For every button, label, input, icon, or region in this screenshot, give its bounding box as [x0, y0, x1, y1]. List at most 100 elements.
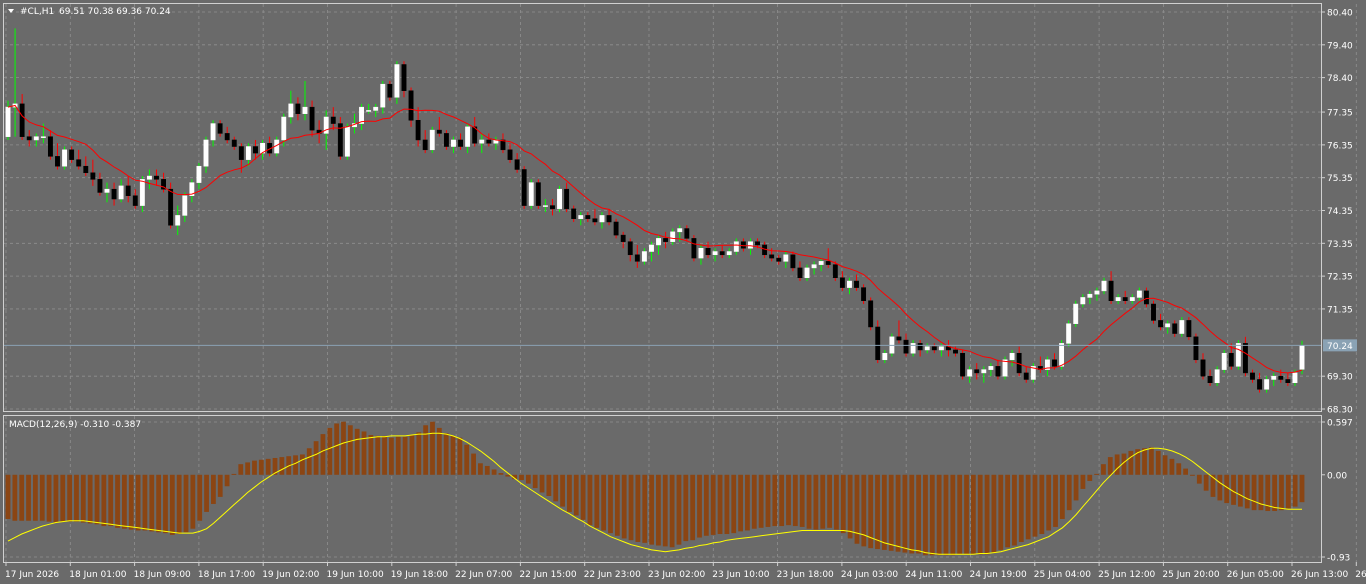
macd-bar — [279, 457, 285, 475]
macd-bar — [881, 474, 887, 550]
candle-body — [514, 159, 520, 170]
macd-bar — [861, 474, 867, 547]
macd-bar — [1032, 474, 1038, 537]
candle — [83, 156, 89, 177]
macd-bar — [238, 464, 244, 475]
candle — [988, 363, 994, 377]
macd-bar — [5, 474, 11, 519]
candle-body — [1030, 366, 1036, 380]
macd-bar — [347, 425, 353, 475]
candle-body — [627, 241, 633, 256]
candle-body — [161, 179, 167, 190]
macd-bar — [977, 474, 983, 555]
time-tick-label: 18 Jun 09:00 — [134, 570, 191, 580]
candle-body — [691, 238, 697, 259]
candle-body — [995, 366, 1001, 377]
time-tick-label: 26 Jun 13:00 — [1291, 570, 1348, 580]
candle — [1045, 356, 1050, 377]
macd-bar — [779, 474, 785, 527]
macd-bar — [26, 474, 31, 521]
candle — [1030, 363, 1036, 383]
macd-bar — [710, 474, 716, 535]
candle-body — [224, 133, 230, 141]
candle-body — [811, 264, 817, 269]
candle — [1264, 376, 1270, 393]
candle — [967, 366, 973, 383]
macd-bar — [567, 474, 572, 512]
chevron-down-icon[interactable] — [8, 9, 14, 13]
candle — [1235, 340, 1241, 370]
candle-body — [755, 241, 760, 246]
macd-bar — [1265, 474, 1271, 512]
candle-body — [196, 165, 202, 183]
macd-bar — [300, 454, 305, 475]
macd-bar — [484, 465, 490, 475]
moving-average-line — [7, 104, 1303, 374]
candle-body — [55, 156, 60, 167]
time-tick-label: 25 Jun 20:00 — [1162, 570, 1219, 580]
candle — [995, 359, 1001, 380]
macd-bar — [1251, 474, 1257, 511]
candle — [832, 261, 838, 282]
macd-signal-line — [7, 432, 1302, 555]
candle-body — [1221, 352, 1227, 370]
macd-bar — [197, 474, 203, 521]
macd-bar — [553, 474, 559, 502]
candle-body — [203, 139, 209, 167]
macd-bar — [1114, 454, 1120, 475]
time-tick-label: 23 Jun 18:00 — [777, 570, 834, 580]
candle-body — [620, 234, 626, 242]
macd-bar — [491, 469, 497, 475]
candle — [146, 169, 152, 190]
candle-body — [302, 106, 308, 114]
candle-body — [309, 106, 315, 131]
candle — [627, 238, 633, 262]
candle-body — [825, 261, 831, 265]
macd-bar — [498, 473, 504, 475]
candle-body — [62, 149, 68, 167]
candle — [550, 199, 555, 216]
time-tick-label: 19 Jun 10:00 — [327, 570, 384, 580]
candle-body — [33, 136, 39, 141]
macd-bar — [984, 474, 990, 555]
candle — [726, 248, 732, 259]
candle-body — [40, 136, 46, 138]
macd-bar — [313, 441, 319, 475]
candle — [656, 235, 661, 255]
macd-bar — [813, 474, 819, 530]
candle — [111, 182, 117, 206]
candle-body — [465, 126, 471, 147]
candle-body — [663, 238, 669, 242]
price-tick-label: 74.35 — [1327, 207, 1353, 217]
candle — [790, 251, 796, 272]
price-tick-label: 77.35 — [1327, 109, 1353, 119]
macd-bar — [156, 474, 162, 533]
price-tick-label: 72.35 — [1327, 273, 1353, 283]
macd-bar — [1217, 474, 1223, 501]
candle — [472, 116, 478, 147]
candle-body — [748, 241, 753, 249]
candle — [1052, 353, 1057, 370]
candle — [210, 120, 216, 147]
candle — [740, 238, 746, 252]
candle — [507, 143, 513, 163]
macd-histogram — [5, 421, 1305, 556]
candle-body — [422, 139, 428, 151]
candle — [825, 248, 831, 268]
macd-bar — [1059, 474, 1065, 519]
candle-body — [394, 64, 400, 98]
ohlc-values: 69.51 70.38 69.36 70.24 — [59, 7, 171, 17]
macd-bar — [505, 474, 511, 477]
candle-body — [1186, 320, 1192, 338]
candle-body — [288, 103, 294, 118]
candle — [47, 130, 53, 160]
macd-bar — [327, 427, 333, 475]
macd-bar — [46, 474, 52, 522]
candle-body — [366, 110, 372, 112]
macd-bar — [546, 474, 552, 496]
macd-bar — [1080, 474, 1086, 489]
candle-body — [875, 326, 881, 361]
candle — [224, 126, 230, 144]
candle — [1257, 372, 1263, 393]
